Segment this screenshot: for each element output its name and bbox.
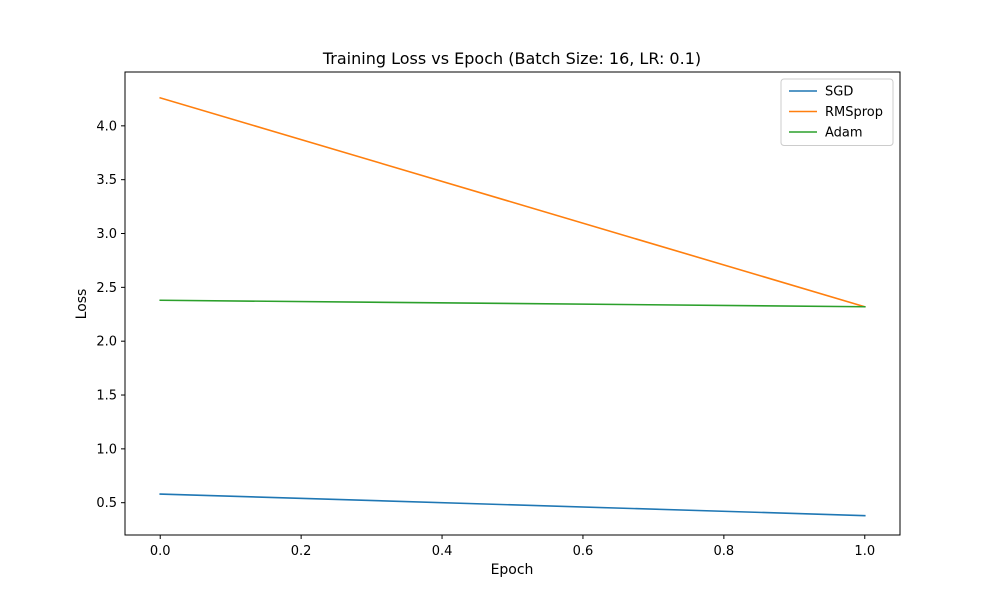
x-tick-label: 0.0 (150, 544, 171, 559)
y-tick-label: 1.5 (96, 389, 117, 404)
x-tick-label: 0.8 (714, 544, 735, 559)
y-axis-ticks: 0.5 1.0 1.5 2.0 2.5 3.0 3.5 4.0 (96, 119, 125, 511)
chart-title: Training Loss vs Epoch (Batch Size: 16, … (322, 49, 701, 68)
legend-box (780, 78, 894, 146)
y-tick-label: 3.5 (96, 173, 117, 188)
series-lines (159, 96, 866, 517)
x-tick-label: 1.0 (854, 544, 875, 559)
legend: SGD RMSprop Adam (780, 78, 894, 146)
legend-label-sgd: SGD (825, 85, 853, 100)
y-tick-label: 2.0 (96, 335, 117, 350)
series-line-adam (159, 299, 866, 308)
x-tick-label: 0.2 (291, 544, 312, 559)
y-tick-label: 4.0 (96, 119, 117, 134)
x-tick-label: 0.4 (432, 544, 453, 559)
x-axis-label: Epoch (491, 562, 534, 578)
series-line-rmsprop (159, 96, 866, 308)
y-tick-label: 0.5 (96, 496, 117, 511)
plot-frame (124, 71, 901, 536)
x-tick-label: 0.6 (573, 544, 594, 559)
y-tick-label: 1.0 (96, 442, 117, 457)
y-axis-label: Loss (74, 289, 90, 320)
y-tick-label: 3.0 (96, 227, 117, 242)
y-tick-label: 2.5 (96, 281, 117, 296)
legend-label-rmsprop: RMSprop (825, 105, 883, 120)
x-axis-ticks: 0.0 0.2 0.4 0.6 0.8 1.0 (150, 535, 875, 559)
series-line-sgd (159, 493, 866, 517)
legend-label-adam: Adam (825, 126, 863, 141)
plot-area (124, 71, 901, 536)
